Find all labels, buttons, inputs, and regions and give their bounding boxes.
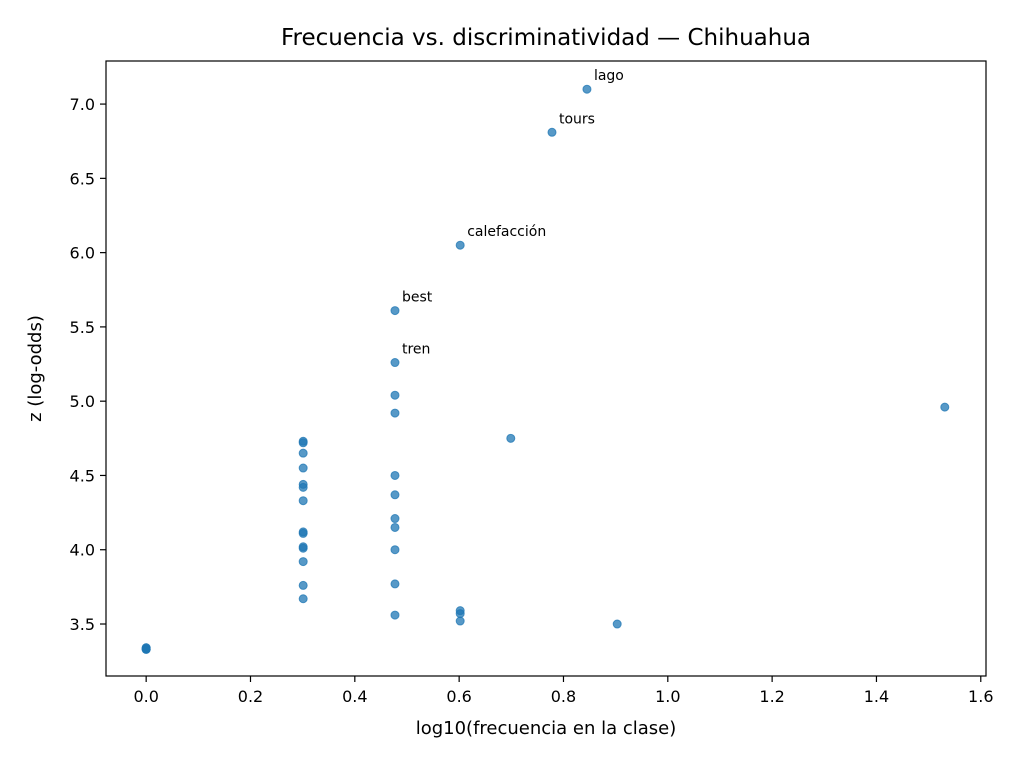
y-tick-label: 3.5 — [70, 615, 95, 634]
x-tick-label: 1.0 — [655, 687, 680, 706]
data-point — [298, 463, 308, 473]
x-tick-label: 0.4 — [342, 687, 367, 706]
data-point — [390, 390, 400, 400]
data-point — [298, 557, 308, 567]
data-point — [298, 438, 308, 448]
x-tick-label: 0.0 — [133, 687, 158, 706]
data-point — [455, 616, 465, 626]
data-point — [390, 470, 400, 480]
x-tick-label: 1.6 — [968, 687, 993, 706]
data-point — [298, 594, 308, 604]
y-tick-label: 6.5 — [70, 169, 95, 188]
x-axis-label: log10(frecuencia en la clase) — [416, 718, 677, 739]
x-axis: 0.0 0.2 0.4 0.6 0.8 1.0 1.2 1.4 1.6 — [133, 676, 994, 706]
x-tick-label: 0.8 — [551, 687, 576, 706]
x-tick-label: 1.2 — [759, 687, 784, 706]
point-annotation: tren — [402, 342, 430, 358]
y-tick-label: 5.0 — [70, 392, 95, 411]
data-point — [390, 545, 400, 555]
data-point — [298, 580, 308, 590]
data-point — [390, 610, 400, 620]
y-tick-label: 5.5 — [70, 318, 95, 337]
data-point — [390, 514, 400, 524]
data-point — [506, 433, 516, 443]
point-annotation: lago — [594, 68, 624, 84]
data-point — [390, 408, 400, 418]
data-point — [298, 543, 308, 553]
y-tick-label: 6.0 — [70, 244, 95, 263]
data-point — [298, 482, 308, 492]
x-tick-label: 1.4 — [864, 687, 889, 706]
data-point — [390, 522, 400, 532]
data-point — [547, 127, 557, 137]
point-annotation: tours — [559, 111, 595, 127]
plot-area: lago tours calefacción best tren — [141, 68, 950, 654]
plot-frame — [105, 60, 987, 677]
data-point — [390, 490, 400, 500]
data-point — [390, 579, 400, 589]
y-tick-label: 4.0 — [70, 541, 95, 560]
data-point — [455, 609, 465, 619]
y-tick-label: 7.0 — [70, 95, 95, 114]
y-axis: 3.5 4.0 4.5 5.0 5.5 6.0 6.5 7.0 — [70, 95, 106, 634]
x-tick-label: 0.2 — [238, 687, 263, 706]
point-annotation: best — [402, 290, 433, 306]
data-point — [141, 644, 151, 654]
data-point — [298, 528, 308, 538]
data-point — [612, 619, 622, 629]
data-point — [390, 306, 400, 316]
x-tick-label: 0.6 — [446, 687, 471, 706]
data-point — [455, 240, 465, 250]
data-point — [582, 84, 592, 94]
data-point — [298, 496, 308, 506]
y-tick-label: 4.5 — [70, 466, 95, 485]
data-point — [298, 448, 308, 458]
chart-title: Frecuencia vs. discriminatividad — Chihu… — [281, 25, 811, 51]
data-point — [390, 358, 400, 368]
y-axis-label: z (log-odds) — [25, 315, 46, 422]
data-point — [940, 402, 950, 412]
point-annotation: calefacción — [467, 224, 546, 240]
